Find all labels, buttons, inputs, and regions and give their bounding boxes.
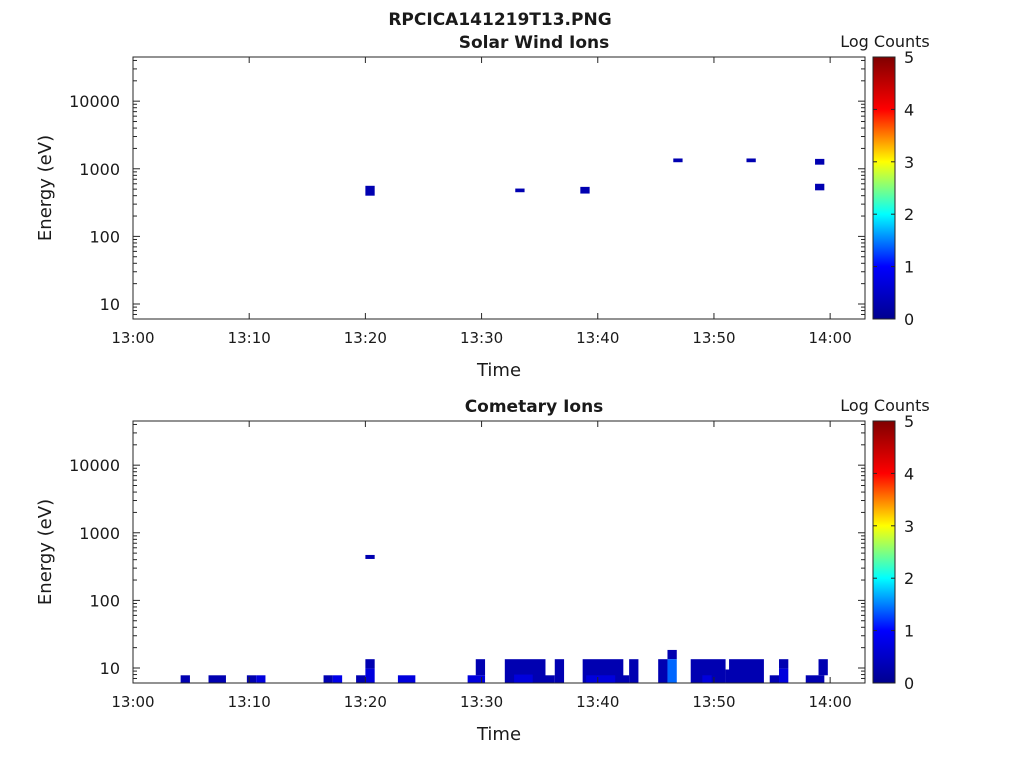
x-tick-label: 13:10 xyxy=(228,329,271,347)
x-tick-label: 13:30 xyxy=(460,693,503,711)
panel-1: 13:00 13:10 13:20 13:30 13:40 13:50 14:00Time1… xyxy=(35,32,930,381)
plot-area xyxy=(133,57,865,319)
panel-2: 13:00 13:10 13:20 13:30 13:40 13:50 14:00Time1… xyxy=(35,396,930,745)
heatmap-cell xyxy=(746,158,756,163)
x-tick-label: 14:00 xyxy=(809,329,852,347)
x-axis-label: Time xyxy=(476,724,521,745)
y-tick-label: 10000 xyxy=(69,92,120,111)
colorbar-gradient xyxy=(872,56,896,320)
x-tick-label: 13:50 xyxy=(692,693,735,711)
y-tick-label: 100 xyxy=(89,227,120,246)
colorbar-tick-label: 1 xyxy=(904,622,914,641)
heatmap-cell xyxy=(514,674,533,683)
heatmap-cell xyxy=(805,675,825,683)
x-tick-label: 13:00 xyxy=(111,693,154,711)
y-axis-label: Energy (eV) xyxy=(35,135,56,241)
heatmap-cell xyxy=(323,675,333,683)
colorbar-tick-label: 5 xyxy=(904,412,914,431)
y-tick-label: 100 xyxy=(89,591,120,610)
colorbar-tick-label: 5 xyxy=(904,48,914,67)
colorbar-tick-label: 3 xyxy=(904,517,914,536)
y-tick-label: 10 xyxy=(100,295,120,314)
heatmap-cell xyxy=(702,675,712,683)
colorbar-tick-label: 2 xyxy=(904,569,914,588)
colorbar-tick-label: 4 xyxy=(904,100,914,119)
heatmap-cell xyxy=(365,185,375,196)
heatmap-cell xyxy=(180,675,190,683)
heatmap-cell xyxy=(256,675,266,683)
heatmap-cell xyxy=(690,659,726,683)
heatmap-cell xyxy=(769,675,780,683)
heatmap-cell xyxy=(818,659,828,676)
heatmap-cell xyxy=(667,659,677,683)
x-tick-label: 14:00 xyxy=(809,693,852,711)
heatmap-cell xyxy=(618,675,630,683)
heatmap-cell xyxy=(815,183,825,191)
heatmap-cell xyxy=(208,675,226,683)
x-tick-label: 13:20 xyxy=(344,329,387,347)
heatmap-cell xyxy=(332,675,343,683)
axes-box xyxy=(132,56,866,320)
y-axis-label: Energy (eV) xyxy=(35,499,56,605)
heatmap-cell xyxy=(580,186,590,194)
colorbar-tick-label: 0 xyxy=(904,310,914,329)
colorbar-tick-label: 3 xyxy=(904,153,914,172)
panels: 13:00 13:10 13:20 13:30 13:40 13:50 14:00Time1… xyxy=(35,32,930,745)
heatmap-cell xyxy=(365,554,375,559)
x-tick-label: 13:10 xyxy=(228,693,271,711)
heatmap-cell xyxy=(673,158,683,163)
y-tick-label: 10 xyxy=(100,659,120,678)
colorbar-label: Log Counts xyxy=(840,396,930,415)
x-axis: 13:00 13:10 13:20 13:30 13:40 13:50 14:00 Time xyxy=(111,421,852,745)
x-axis: 13:00 13:10 13:20 13:30 13:40 13:50 14:00 Time xyxy=(111,57,852,381)
y-tick-label: 1000 xyxy=(79,160,120,179)
panel-title: Solar Wind Ions xyxy=(459,33,610,53)
figure-title: RPCICA141219T13.PNG xyxy=(388,10,611,30)
heatmap-cell xyxy=(586,675,616,683)
heatmap-cell xyxy=(356,675,366,683)
heatmap-cell xyxy=(365,668,375,683)
x-axis-label: Time xyxy=(476,360,521,381)
y-tick-label: 1000 xyxy=(79,524,120,543)
heatmap-cell xyxy=(515,188,525,193)
colorbar-tick-label: 2 xyxy=(904,205,914,224)
colorbar-label: Log Counts xyxy=(840,32,930,51)
x-tick-label: 13:00 xyxy=(111,329,154,347)
y-tick-label: 10000 xyxy=(69,456,120,475)
heatmap-cell xyxy=(629,659,639,683)
heatmap-cell xyxy=(467,675,486,683)
heatmap-cell xyxy=(475,659,486,676)
colorbar-tick-label: 4 xyxy=(904,464,914,483)
colorbar-tick-label: 0 xyxy=(904,674,914,693)
heatmap-cell xyxy=(658,659,668,683)
heatmap-cell xyxy=(397,675,416,683)
heatmap-cell xyxy=(779,659,789,669)
plot-area xyxy=(133,421,865,683)
colorbar-tick-label: 1 xyxy=(904,258,914,277)
heatmap-cell xyxy=(729,659,764,683)
heatmap-cell xyxy=(365,659,375,669)
heatmap-cell xyxy=(667,649,677,660)
heatmap-cell xyxy=(554,659,565,683)
heatmap-cell xyxy=(544,675,555,683)
x-tick-label: 13:30 xyxy=(460,329,503,347)
heatmap-cells xyxy=(180,554,828,683)
y-axis: 10 100 1000 10000 Energy (eV) xyxy=(35,423,865,684)
heatmap-cells xyxy=(365,158,825,196)
y-axis: 10 100 1000 10000 Energy (eV) xyxy=(35,59,865,320)
heatmap-cell xyxy=(815,158,825,165)
x-tick-label: 13:20 xyxy=(344,693,387,711)
heatmap-cell xyxy=(779,668,789,683)
panel-title: Cometary Ions xyxy=(465,397,604,417)
x-tick-label: 13:40 xyxy=(576,329,619,347)
x-tick-label: 13:50 xyxy=(692,329,735,347)
heatmap-cell xyxy=(246,675,257,683)
axes-box xyxy=(132,420,866,684)
x-tick-label: 13:40 xyxy=(576,693,619,711)
colorbar-gradient xyxy=(872,420,896,684)
